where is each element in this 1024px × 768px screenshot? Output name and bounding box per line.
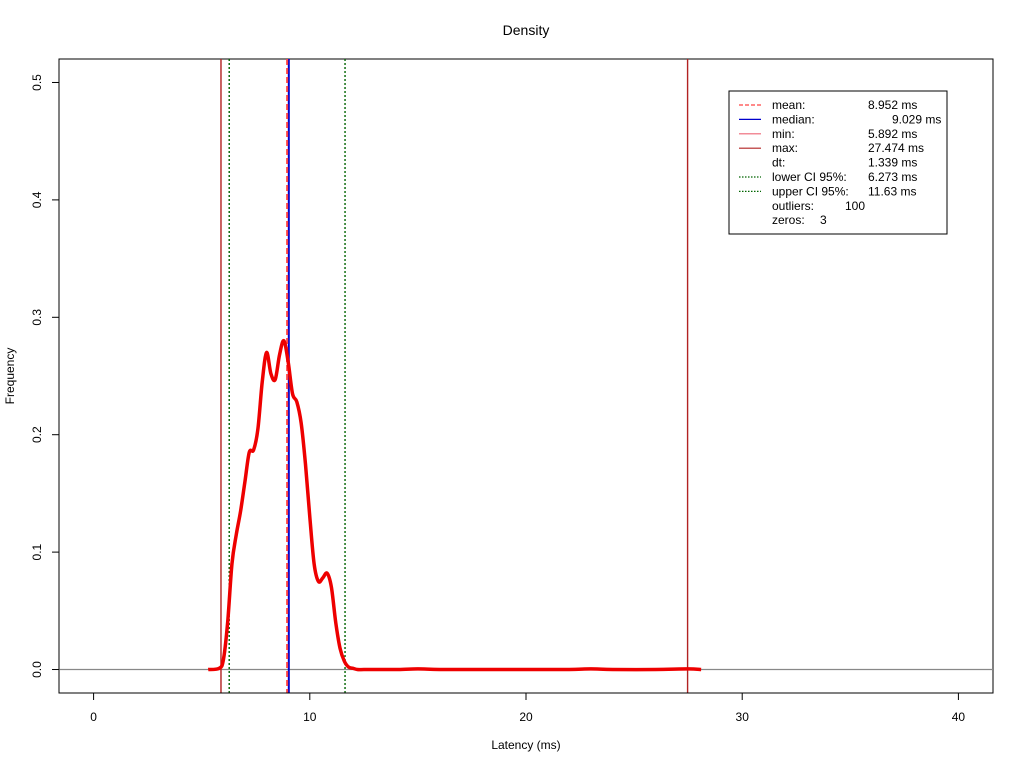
legend-label: mean: bbox=[772, 98, 805, 112]
legend-label: max: bbox=[772, 141, 798, 155]
y-tick-label: 0.5 bbox=[30, 74, 44, 91]
x-tick-label: 30 bbox=[736, 710, 750, 724]
y-axis: 0.0 0.1 0.2 0.3 0.4 0.5 bbox=[30, 74, 60, 678]
legend-box bbox=[728, 90, 948, 235]
legend-value: 8.952 ms bbox=[868, 98, 917, 112]
y-tick-label: 0.3 bbox=[30, 309, 44, 326]
legend-value: 3 bbox=[820, 213, 827, 227]
legend-value: 1.339 ms bbox=[868, 156, 917, 170]
legend-label: lower CI 95%: bbox=[772, 170, 847, 184]
legend: mean: 8.952 ms median: 9.029 ms min: 5.892 ms… bbox=[728, 90, 948, 235]
x-axis: 0 10 20 30 40 bbox=[90, 692, 966, 724]
x-tick-label: 0 bbox=[90, 710, 97, 724]
density-curve bbox=[207, 339, 702, 672]
legend-label: median: bbox=[772, 112, 815, 126]
y-axis-title: Frequency bbox=[3, 348, 17, 405]
legend-value: 100 bbox=[845, 199, 865, 213]
legend-value: 27.474 ms bbox=[868, 141, 924, 155]
chart-title: Density bbox=[503, 22, 550, 38]
legend-value: 5.892 ms bbox=[868, 127, 917, 141]
legend-value: 6.273 ms bbox=[868, 170, 917, 184]
legend-label: zeros: bbox=[772, 213, 805, 227]
y-tick-label: 0.4 bbox=[30, 191, 44, 208]
x-axis-title: Latency (ms) bbox=[491, 738, 560, 752]
density-series-layer bbox=[207, 339, 702, 672]
x-tick-label: 10 bbox=[303, 710, 317, 724]
legend-label: upper CI 95%: bbox=[772, 184, 849, 198]
legend-value: 11.63 ms bbox=[868, 184, 916, 198]
legend-label: outliers: bbox=[772, 199, 814, 213]
x-tick-label: 40 bbox=[952, 710, 966, 724]
legend-label: min: bbox=[772, 127, 795, 141]
y-tick-label: 0.1 bbox=[30, 543, 44, 560]
y-tick-label: 0.0 bbox=[30, 661, 44, 678]
legend-label: dt: bbox=[772, 156, 785, 170]
x-tick-label: 20 bbox=[519, 710, 533, 724]
legend-value: 9.029 ms bbox=[892, 112, 941, 126]
y-tick-label: 0.2 bbox=[30, 426, 44, 443]
